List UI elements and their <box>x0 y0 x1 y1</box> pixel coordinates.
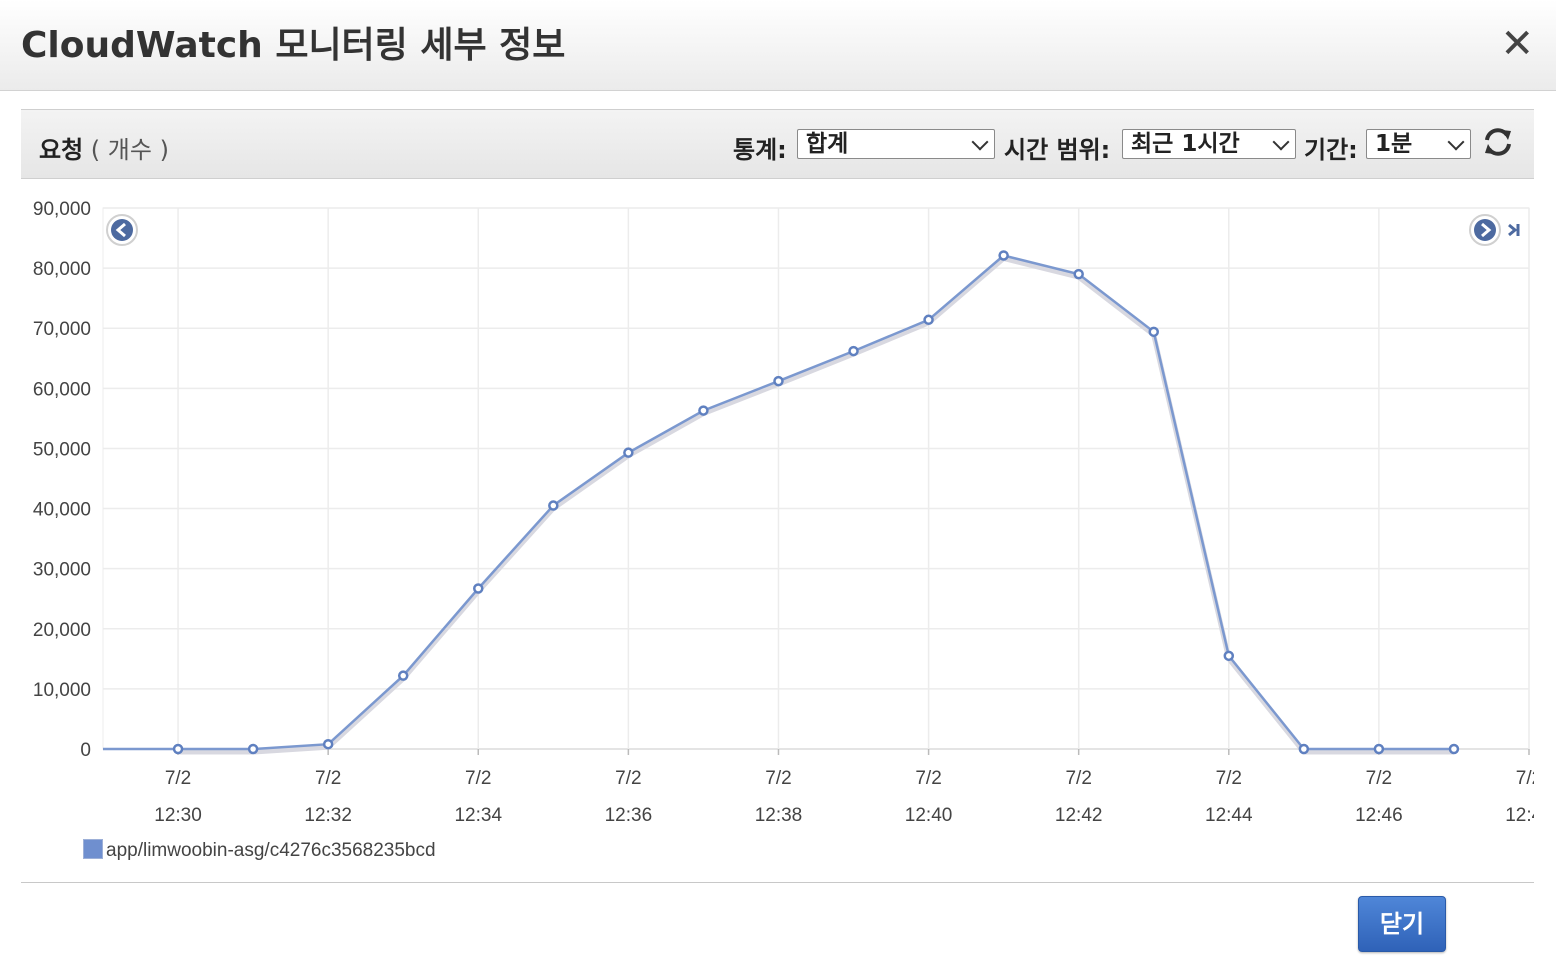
time-range-value: 최근 1시간 <box>1131 131 1240 157</box>
x-tick-time: 12:48 <box>1505 805 1534 826</box>
x-tick-time: 12:38 <box>755 805 803 826</box>
pan-left-button[interactable] <box>106 214 138 246</box>
x-tick-time: 12:44 <box>1205 805 1253 826</box>
statistic-select[interactable]: 합계 <box>797 129 995 159</box>
period-select[interactable]: 1분 <box>1366 129 1471 159</box>
x-tick-time: 12:36 <box>605 805 653 826</box>
x-tick-date: 7/2 <box>915 768 941 789</box>
statistic-value: 합계 <box>806 131 849 157</box>
close-button[interactable]: 닫기 <box>1358 896 1446 952</box>
x-tick-date: 7/2 <box>765 768 791 789</box>
data-point[interactable] <box>848 345 859 357</box>
pan-right-button[interactable] <box>1469 214 1501 246</box>
metric-unit: ( 개수 ) <box>83 136 169 164</box>
x-tick-time: 12:40 <box>905 805 953 826</box>
data-point[interactable] <box>1448 743 1460 755</box>
data-point[interactable] <box>1223 650 1235 662</box>
chevron-left-icon <box>115 222 126 238</box>
statistic-label: 통계: <box>733 136 787 164</box>
y-axis-ticks: 90,000 80,000 70,000 60,000 50,000 40,000 30,0… <box>33 199 91 761</box>
data-point[interactable] <box>623 447 634 458</box>
metric-title: 요청 ( 개수 ) <box>39 130 169 165</box>
data-point[interactable] <box>773 375 784 387</box>
data-point[interactable] <box>172 743 184 755</box>
x-tick-date: 7/2 <box>315 768 341 789</box>
dialog-title: CloudWatch 모니터링 세부 정보 <box>21 25 566 66</box>
data-point[interactable] <box>322 738 334 750</box>
metric-name: 요청 <box>39 136 84 164</box>
data-point[interactable] <box>998 250 1009 261</box>
line-chart: 90,000 80,000 70,000 60,000 50,000 40,000 30,0… <box>33 199 1553 826</box>
x-tick-time: 12:42 <box>1055 805 1103 826</box>
data-point[interactable] <box>548 500 559 511</box>
data-point[interactable] <box>923 314 934 326</box>
period-value: 1분 <box>1375 131 1413 157</box>
legend-label: app/limwoobin-asg/c4276c3568235bcd <box>106 840 436 861</box>
data-point[interactable] <box>1073 268 1084 280</box>
y-tick-label: 0 <box>80 740 91 761</box>
y-tick-label: 90,000 <box>33 199 91 220</box>
chart-series <box>103 250 1460 755</box>
x-tick-date: 7/2 <box>1516 768 1534 789</box>
x-tick-time: 12:46 <box>1355 805 1403 826</box>
x-tick-date: 7/2 <box>465 768 491 789</box>
pan-latest-button[interactable] <box>1508 223 1520 237</box>
chevron-right-icon <box>1481 222 1492 238</box>
chart-grid <box>102 207 1530 750</box>
legend-swatch <box>83 839 103 859</box>
y-tick-label: 20,000 <box>33 620 91 641</box>
chevron-down-icon <box>971 133 989 151</box>
time-range-select[interactable]: 최근 1시간 <box>1122 129 1296 159</box>
period-label: 기간: <box>1304 136 1358 164</box>
x-tick-date: 7/2 <box>1216 768 1242 789</box>
plot-border <box>102 207 1530 750</box>
series-shadow <box>178 255 1454 755</box>
x-tick-time: 12:32 <box>304 805 352 826</box>
x-tick-time: 12:30 <box>154 805 202 826</box>
chart-legend: app/limwoobin-asg/c4276c3568235bcd <box>83 839 436 864</box>
data-point[interactable] <box>1298 743 1310 755</box>
data-point[interactable] <box>247 743 259 755</box>
y-tick-label: 80,000 <box>33 259 91 280</box>
series-line <box>178 254 1454 751</box>
chevron-down-icon <box>1447 133 1465 151</box>
skip-end-icon <box>1508 223 1518 237</box>
y-tick-label: 70,000 <box>33 319 91 340</box>
dialog-header: CloudWatch 모니터링 세부 정보 ✕ <box>0 0 1556 91</box>
chevron-down-icon <box>1272 133 1290 151</box>
y-tick-label: 60,000 <box>33 379 91 400</box>
y-tick-label: 50,000 <box>33 439 91 460</box>
x-tick-date: 7/2 <box>615 768 641 789</box>
x-axis-ticks: 7/2 12:30 7/2 12:32 7/2 12:34 7/2 12:36 7/2 12:38… <box>154 749 1553 826</box>
x-tick-time: 12:34 <box>454 805 502 826</box>
data-point[interactable] <box>397 670 409 681</box>
data-point[interactable] <box>1373 743 1385 755</box>
y-tick-label: 10,000 <box>33 680 91 701</box>
x-tick-date: 7/2 <box>165 768 191 789</box>
data-point[interactable] <box>698 405 709 416</box>
close-icon[interactable]: ✕ <box>1500 21 1534 67</box>
footer-divider <box>21 882 1534 883</box>
time-range-label: 시간 범위: <box>1004 136 1111 164</box>
data-point[interactable] <box>1148 326 1159 338</box>
refresh-icon[interactable] <box>1480 124 1516 160</box>
data-point[interactable] <box>473 583 484 594</box>
chart-toolbar: 요청 ( 개수 ) 통계: 합계 시간 범위: 최근 1시간 기간: 1분 <box>21 109 1534 179</box>
y-tick-label: 30,000 <box>33 560 91 581</box>
y-tick-label: 40,000 <box>33 500 91 521</box>
x-tick-date: 7/2 <box>1065 768 1091 789</box>
chart-area: 90,000 80,000 70,000 60,000 50,000 40,000 30,0… <box>21 190 1553 880</box>
x-tick-date: 7/2 <box>1366 768 1392 789</box>
